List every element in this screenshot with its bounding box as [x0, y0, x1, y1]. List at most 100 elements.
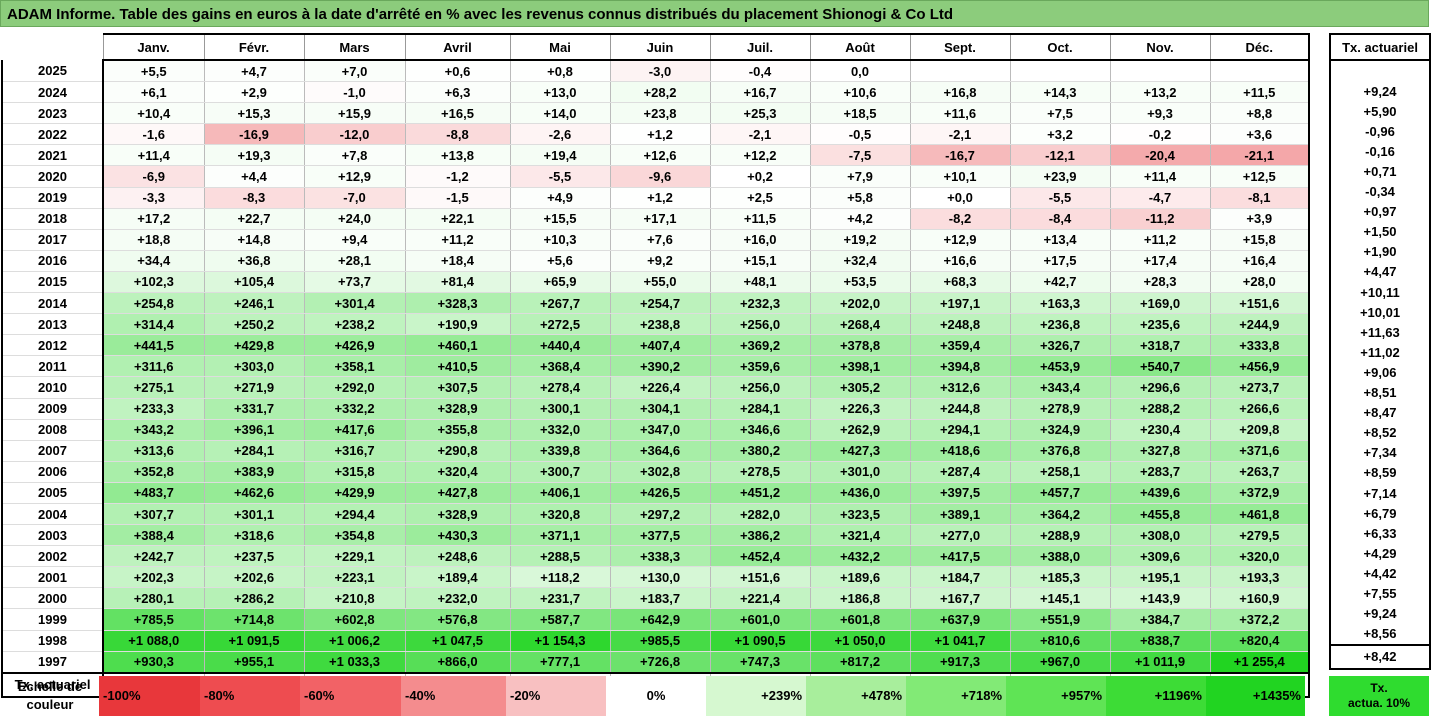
- year-cell: 2019: [1, 187, 104, 209]
- gain-cell: +13,0: [509, 81, 611, 104]
- gain-cell: [1109, 60, 1211, 83]
- gain-cell: +417,5: [909, 545, 1011, 568]
- year-cell: 2004: [1, 503, 104, 526]
- gain-cell: +323,5: [809, 503, 911, 526]
- gain-cell: +248,6: [404, 545, 511, 568]
- gain-cell: +601,0: [709, 608, 811, 631]
- table-row: 2011 +311,6 +303,0 +358,1 +410,5 +368,4 +390,2…: [1, 355, 1310, 378]
- year-cell: 2024: [1, 81, 104, 104]
- table-row: 2021 +11,4 +19,3 +7,8 +13,8 +19,4 +12,6 +12,2 -7…: [1, 144, 1310, 167]
- gain-cell: +81,4: [404, 271, 511, 294]
- legend-right-line2: actua. 10%: [1347, 696, 1411, 710]
- gain-cell: +331,7: [203, 398, 305, 420]
- year-cell: 2009: [1, 398, 104, 420]
- gain-cell: +5,8: [809, 187, 911, 209]
- year-cell: 2017: [1, 229, 104, 251]
- gain-cell: -5,5: [1009, 187, 1111, 209]
- gain-cell: -8,3: [203, 187, 305, 209]
- gain-cell: +6,3: [404, 81, 511, 104]
- gain-cell: +328,9: [404, 503, 511, 526]
- gain-cell: +1 154,3: [509, 630, 611, 652]
- table-row: 1998 +1 088,0 +1 091,5 +1 006,2 +1 047,5 +1 1…: [1, 630, 1310, 652]
- gain-cell: +288,9: [1009, 524, 1111, 547]
- gain-cell: +3,6: [1209, 123, 1310, 146]
- year-cell: 2021: [1, 144, 104, 167]
- gain-cell: +286,2: [203, 587, 305, 610]
- gain-cell: +0,8: [509, 60, 611, 83]
- year-cell: 2010: [1, 376, 104, 399]
- gain-cell: -8,2: [909, 208, 1011, 230]
- table-row: 2016 +34,4 +36,8 +28,1 +18,4 +5,6 +9,2 +15,1 +32…: [1, 250, 1310, 272]
- gain-cell: +11,5: [709, 208, 811, 230]
- gain-cell: -7,0: [303, 187, 406, 209]
- gain-cell: +726,8: [609, 651, 711, 674]
- gain-cell: +451,2: [709, 482, 811, 504]
- actuarial-rate-cell: +8,56: [1329, 623, 1431, 645]
- gain-cell: +271,9: [203, 376, 305, 399]
- gain-cell: -9,6: [609, 165, 711, 188]
- gain-cell: +22,7: [203, 208, 305, 230]
- gain-cell: +278,5: [709, 461, 811, 483]
- gain-cell: +307,7: [102, 503, 205, 526]
- gain-cell: +777,1: [509, 651, 611, 674]
- gain-cell: +406,1: [509, 482, 611, 504]
- gain-cell: +358,1: [303, 355, 406, 378]
- gain-cell: +9,4: [303, 229, 406, 251]
- table-row: 2004 +307,7 +301,1 +294,4 +328,9 +320,8 +297,2…: [1, 503, 1310, 526]
- gain-cell: +254,8: [102, 292, 205, 315]
- gain-cell: -8,4: [1009, 208, 1111, 230]
- gain-cell: +364,6: [609, 440, 711, 462]
- gain-cell: +390,2: [609, 355, 711, 378]
- gain-cell: +14,3: [1009, 81, 1111, 104]
- gain-cell: +308,0: [1109, 524, 1211, 547]
- gain-cell: +388,0: [1009, 545, 1111, 568]
- gain-cell: +4,7: [203, 60, 305, 83]
- actuarial-rate-cell: +9,24: [1329, 603, 1431, 624]
- gain-cell: +16,5: [404, 102, 511, 125]
- actuarial-rate-cell: +8,51: [1329, 382, 1431, 403]
- gain-cell: +5,6: [509, 250, 611, 272]
- gain-cell: +11,2: [1109, 229, 1211, 251]
- gain-cell: +24,0: [303, 208, 406, 230]
- gain-cell: +311,6: [102, 355, 205, 378]
- gain-cell: +343,4: [1009, 376, 1111, 399]
- gain-cell: +441,5: [102, 334, 205, 357]
- gain-cell: +266,6: [1209, 398, 1310, 420]
- gain-cell: +163,3: [1009, 292, 1111, 315]
- gain-cell: +105,4: [203, 271, 305, 294]
- gain-cell: +42,7: [1009, 271, 1111, 294]
- gain-cell: +189,4: [404, 566, 511, 589]
- gain-cell: +436,0: [809, 482, 911, 504]
- gain-cell: -12,0: [303, 123, 406, 146]
- legend-actuarial-swatch: Tx. actua. 10%: [1329, 676, 1429, 716]
- gain-cell: -6,9: [102, 165, 205, 188]
- gain-cell: +18,5: [809, 102, 911, 125]
- gain-cell: +202,3: [102, 566, 205, 589]
- gain-cell: +309,6: [1109, 545, 1211, 568]
- gain-cell: +17,4: [1109, 250, 1211, 272]
- actuarial-rate-cell: +7,14: [1329, 482, 1431, 504]
- legend-swatch: 0%: [606, 676, 706, 716]
- gain-cell: +15,8: [1209, 229, 1310, 251]
- gain-cell: +955,1: [203, 651, 305, 674]
- actuarial-rate-table: Tx. actuariel +9,24 +5,90 -0,96 -0,16 +0,71-…: [1329, 33, 1431, 670]
- gain-cell: +210,8: [303, 587, 406, 610]
- gain-cell: +316,7: [303, 440, 406, 462]
- table-row: 1997 +930,3 +955,1 +1 033,3 +866,0 +777,1 +726…: [1, 651, 1310, 674]
- gain-cell: +303,0: [203, 355, 305, 378]
- gain-cell: +397,5: [909, 482, 1011, 504]
- gain-cell: +785,5: [102, 608, 205, 631]
- gain-cell: -4,7: [1109, 187, 1211, 209]
- gain-cell: +359,4: [909, 334, 1011, 357]
- table-row: 2019 -3,3 -8,3 -7,0 -1,5 +4,9 +1,2 +2,5 +5,8 +0,0…: [1, 187, 1310, 209]
- gain-cell: +23,9: [1009, 165, 1111, 188]
- gain-cell: +300,1: [509, 398, 611, 420]
- month-header: Févr.: [203, 33, 305, 61]
- actuarial-rate-cell: +5,90: [1329, 101, 1431, 122]
- gain-cell: +28,3: [1109, 271, 1211, 294]
- gain-cell: +290,8: [404, 440, 511, 462]
- gain-cell: +0,6: [404, 60, 511, 83]
- gain-cell: +326,7: [1009, 334, 1111, 357]
- actuarial-rate-cell: +4,29: [1329, 543, 1431, 564]
- gain-cell: +396,1: [203, 419, 305, 441]
